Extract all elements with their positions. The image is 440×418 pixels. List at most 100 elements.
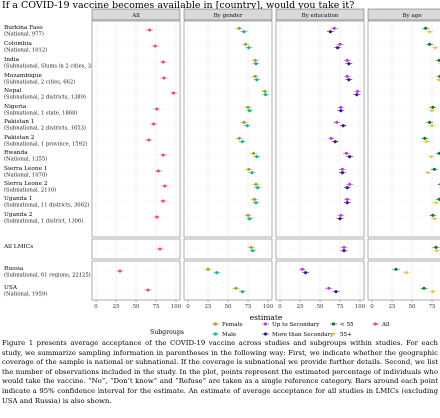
point-nigeria-all <box>155 107 159 111</box>
row-detail-sierra-leone-2: (Subnational, 2110) <box>4 186 56 193</box>
row-detail-rwanda: (National, 1355) <box>4 155 47 162</box>
row-label-burkina-faso: Burkina Faso <box>4 25 43 31</box>
x-tick-label: 25 <box>113 304 120 310</box>
point-pakistan-1-more-than-secondary <box>341 124 345 128</box>
point-burkina-faso-up-to-secondary <box>332 26 336 30</box>
point-all-lmics-up-to-secondary <box>342 245 346 249</box>
legend-marker <box>331 332 336 336</box>
point-russia-up-to-secondary <box>300 267 304 271</box>
point-sierra-leone-1-all <box>156 169 160 173</box>
legend-label: Female <box>222 322 243 328</box>
point-russia-55 <box>404 271 408 275</box>
x-tick-label: 100 <box>355 304 366 310</box>
point-all-lmics-female <box>249 245 253 249</box>
legend-title: Subgroups <box>150 329 184 336</box>
x-tick-label: 0 <box>186 304 190 310</box>
row-labels: Burkina Faso(National, 977)Colombia(Nati… <box>3 25 103 297</box>
point-all-lmics-55 <box>435 249 439 253</box>
point-uganda-1-male <box>254 201 258 205</box>
point-usa-female <box>234 286 238 290</box>
x-tick-label: 100 <box>171 304 182 310</box>
point-rwanda-more-than-secondary <box>348 155 352 159</box>
point-nepal-male <box>264 93 268 97</box>
x-axis-label: estimate <box>250 313 283 322</box>
point-rwanda-55 <box>429 155 433 159</box>
x-tick-label: 75 <box>153 304 160 310</box>
panel-by-gender: By gender 0 25 50 75 100 <box>183 8 274 310</box>
point-all-lmics-all <box>158 247 162 251</box>
point-nepal-up-to-secondary <box>356 89 360 93</box>
point-all-lmics-55 <box>434 245 438 249</box>
point-pakistan-1-55 <box>430 124 434 128</box>
row-detail-nepal: (Subnational, 2 districts, 1389) <box>4 93 86 100</box>
point-russia-more-than-secondary <box>304 271 308 275</box>
row-label-uganda-2: Uganda 2 <box>4 212 33 218</box>
point-uganda-2-female <box>246 213 250 217</box>
point-mozambique-all <box>162 76 166 80</box>
row-detail-colombia: (National, 1012) <box>4 46 47 53</box>
point-pakistan-2-up-to-secondary <box>329 136 333 140</box>
point-burkina-faso-female <box>237 26 241 30</box>
point-russia-all <box>118 269 122 273</box>
x-tick-label: 0 <box>94 304 98 310</box>
x-tick-label: 50 <box>317 304 324 310</box>
point-sierra-leone-1-55 <box>432 167 436 171</box>
point-sierra-leone-1-female <box>247 167 251 171</box>
row-detail-india: (Subnational, Slums in 2 cities, 3349) <box>4 62 103 69</box>
row-detail-uganda-2: (Subnational, 1 district, 1306) <box>4 217 83 224</box>
point-pakistan-1-55 <box>428 120 432 124</box>
row-label-mozambique: Mozambique <box>4 73 42 79</box>
point-uganda-1-female <box>252 197 256 201</box>
point-uganda-2-55 <box>431 213 435 217</box>
point-uganda-1-up-to-secondary <box>345 197 349 201</box>
point-nigeria-55 <box>430 109 434 113</box>
panel-title-by-age: By age <box>402 13 422 19</box>
point-colombia-female <box>244 42 248 46</box>
point-usa-male <box>240 290 244 294</box>
row-label-uganda-1: Uganda 1 <box>4 196 32 202</box>
point-pakistan-2-more-than-secondary <box>333 140 337 144</box>
row-detail-burkina-faso: (National, 977) <box>4 30 44 37</box>
point-pakistan-2-all <box>147 138 151 142</box>
row-label-sierra-leone-2: Sierra Leone 2 <box>4 181 48 187</box>
point-colombia-male <box>247 46 251 50</box>
point-rwanda-female <box>252 151 256 155</box>
row-detail-nigeria: (Subnational, 1 state, 1868) <box>4 109 77 116</box>
legend-label: All <box>381 322 390 328</box>
x-tick-label: 0 <box>370 304 374 310</box>
panel-strip <box>275 8 365 21</box>
legend-entry-male: Male <box>212 332 237 338</box>
point-pakistan-2-male <box>240 140 244 144</box>
legend-entry-all: All <box>372 322 390 328</box>
row-detail-mozambique: (Subnational, 2 cities, 662) <box>4 78 75 85</box>
row-detail-sierra-leone-1: (National, 1070) <box>4 171 47 178</box>
point-pakistan-1-male <box>245 124 249 128</box>
point-burkina-faso-55 <box>424 26 428 30</box>
point-india-male <box>254 62 258 66</box>
legend-label: More than Secondary <box>272 332 334 338</box>
panel-by-education: By education 0 25 50 75 100 <box>275 8 366 310</box>
point-uganda-2-up-to-secondary <box>339 213 343 217</box>
panel-area <box>367 20 440 238</box>
point-nepal-all <box>172 91 176 95</box>
point-colombia-55 <box>433 46 437 50</box>
panel-title-by-education: By education <box>301 13 338 19</box>
point-sierra-leone-2-more-than-secondary <box>345 186 349 190</box>
legend-entry-more-than-secondary: More than Secondary <box>262 332 334 338</box>
row-detail-usa: (National, 1959) <box>4 290 47 297</box>
point-pakistan-2-55 <box>424 140 428 144</box>
point-sierra-leone-1-up-to-secondary <box>340 167 344 171</box>
legend-label: Up to Secondary <box>272 322 320 328</box>
point-sierra-leone-2-male <box>256 186 260 190</box>
point-colombia-up-to-secondary <box>338 42 342 46</box>
point-usa-55 <box>422 286 426 290</box>
legend-entry-female: Female <box>212 322 243 328</box>
row-label-pakistan-1: Pakistan 1 <box>4 119 35 125</box>
point-india-all <box>161 60 165 64</box>
x-tick-label: 75 <box>337 304 344 310</box>
panel-strip <box>183 8 273 21</box>
point-nepal-female <box>263 89 267 93</box>
point-uganda-1-55 <box>437 197 440 201</box>
row-label-all-lmics: All LMICs <box>3 244 33 250</box>
point-mozambique-up-to-secondary <box>345 74 349 78</box>
